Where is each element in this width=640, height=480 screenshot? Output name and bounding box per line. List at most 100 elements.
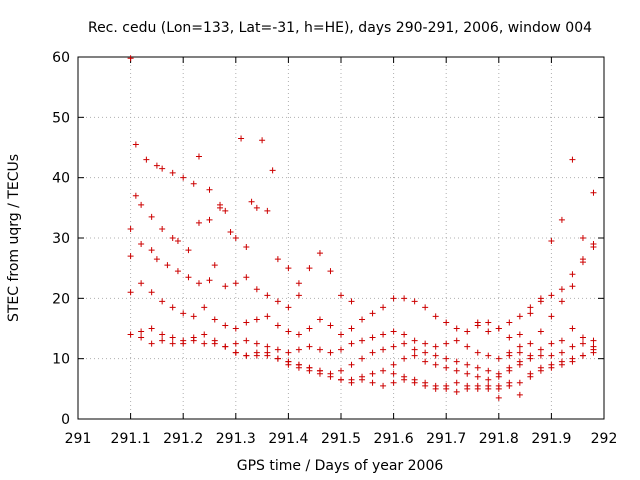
- data-point: [264, 207, 271, 214]
- data-point: [348, 361, 355, 368]
- data-point: [474, 349, 481, 356]
- data-point: [464, 343, 471, 350]
- data-point: [274, 355, 281, 362]
- data-point: [485, 319, 492, 326]
- data-point: [195, 280, 202, 287]
- data-point: [201, 331, 208, 338]
- data-point: [232, 235, 239, 241]
- data-point: [274, 256, 281, 263]
- data-point: [274, 298, 281, 305]
- data-point: [274, 346, 281, 353]
- data-point: [516, 391, 523, 398]
- data-point: [211, 337, 218, 344]
- data-point: [548, 238, 555, 245]
- data-point: [127, 253, 134, 260]
- data-point: [316, 316, 323, 323]
- data-point: [159, 225, 166, 232]
- data-point: [127, 55, 134, 62]
- data-point: [453, 325, 460, 332]
- y-tick-label: 50: [52, 110, 70, 126]
- data-point: [369, 349, 376, 356]
- data-point: [464, 328, 471, 335]
- chart-title: Rec. cedu (Lon=133, Lat=-31, h=HE), days…: [88, 20, 592, 36]
- data-point: [527, 373, 534, 380]
- data-point: [401, 295, 408, 302]
- data-point: [359, 337, 366, 344]
- data-point: [127, 331, 134, 338]
- data-point: [211, 316, 218, 323]
- data-point: [558, 361, 565, 368]
- data-point: [180, 340, 187, 347]
- data-point: [411, 352, 418, 359]
- data-point: [232, 280, 239, 287]
- data-point: [143, 156, 150, 163]
- data-point: [548, 352, 555, 359]
- data-point: [390, 370, 397, 377]
- data-point: [159, 337, 166, 344]
- data-point: [569, 156, 576, 163]
- data-point: [153, 256, 160, 263]
- data-point: [348, 379, 355, 386]
- data-point: [180, 174, 187, 181]
- data-point: [537, 346, 544, 353]
- data-point: [127, 225, 134, 232]
- data-point: [153, 162, 160, 169]
- x-tick-label: 291.9: [531, 431, 571, 447]
- data-point: [401, 340, 408, 347]
- y-axis-label: STEC from uqrg / TECUs: [6, 154, 22, 322]
- data-point: [306, 325, 313, 332]
- data-point: [474, 319, 481, 326]
- data-point: [411, 298, 418, 305]
- data-point: [222, 343, 229, 350]
- data-point: [217, 201, 224, 208]
- grid-lines: [78, 57, 604, 419]
- data-point: [579, 334, 586, 341]
- data-point: [238, 135, 245, 142]
- data-point: [590, 189, 597, 196]
- data-point: [174, 238, 181, 245]
- data-point: [359, 316, 366, 323]
- data-point: [506, 349, 513, 356]
- data-point: [432, 352, 439, 359]
- x-tick-label: 292: [591, 431, 618, 447]
- x-tick-label: 291.7: [426, 431, 466, 447]
- data-point: [548, 364, 555, 371]
- data-point: [206, 216, 213, 223]
- data-point: [464, 370, 471, 377]
- data-point: [443, 319, 450, 326]
- data-point: [474, 364, 481, 371]
- data-point: [495, 325, 502, 332]
- data-point: [579, 235, 586, 241]
- data-point: [138, 280, 145, 287]
- data-point: [527, 355, 534, 362]
- data-point: [327, 322, 334, 329]
- data-point: [558, 286, 565, 293]
- y-tick-label: 40: [52, 171, 70, 187]
- data-point: [443, 340, 450, 347]
- data-point: [159, 331, 166, 338]
- data-point: [274, 322, 281, 329]
- x-tick-label: 291.3: [216, 431, 256, 447]
- data-point: [516, 313, 523, 320]
- data-point: [190, 337, 197, 344]
- data-point: [259, 137, 266, 144]
- data-point: [169, 340, 176, 347]
- data-point: [369, 310, 376, 317]
- data-point: [485, 385, 492, 392]
- data-point: [485, 328, 492, 335]
- data-point: [411, 337, 418, 344]
- data-point: [537, 352, 544, 359]
- data-point: [506, 367, 513, 374]
- data-point: [495, 373, 502, 380]
- y-tick-label: 20: [52, 291, 70, 307]
- data-point: [474, 373, 481, 380]
- data-point: [548, 340, 555, 347]
- data-point: [537, 367, 544, 374]
- data-point: [306, 343, 313, 350]
- data-point: [295, 361, 302, 368]
- data-point: [316, 250, 323, 257]
- data-point: [380, 304, 387, 311]
- data-point: [180, 310, 187, 317]
- data-point: [453, 388, 460, 395]
